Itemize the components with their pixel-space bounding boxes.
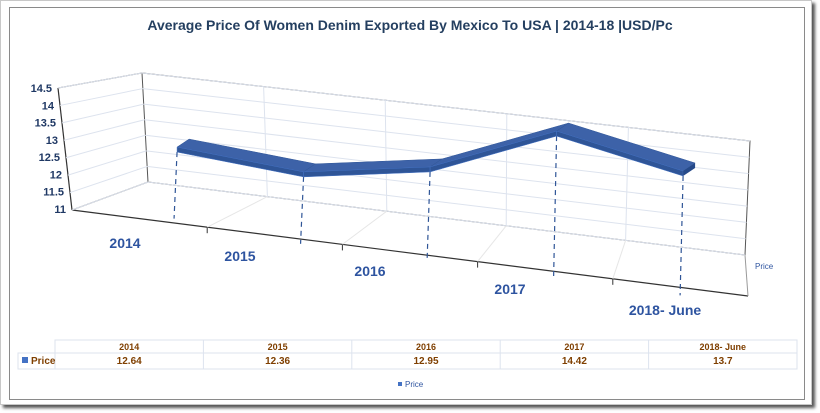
ribbon-top-segment bbox=[556, 122, 696, 172]
data-table: 2014 12.64 2015 12.36 2016 12.95 2017 14.42 2018… bbox=[17, 339, 798, 370]
table-value-cell: 12.64 bbox=[117, 356, 142, 367]
gridline-floor bbox=[342, 210, 388, 245]
y-tick-label: 11.5 bbox=[43, 187, 64, 199]
chart-title: Average Price Of Women Denim Exported By… bbox=[147, 17, 672, 33]
gridline-vertical bbox=[263, 86, 268, 197]
table-header-cell: 2016 bbox=[416, 342, 436, 352]
table-row-label: Price bbox=[31, 356, 56, 367]
gridline-side bbox=[57, 72, 143, 89]
gridline-side bbox=[71, 181, 149, 211]
gridline-back bbox=[145, 134, 748, 207]
x-tick-label: 2018- June bbox=[629, 302, 702, 318]
gridline-back bbox=[147, 165, 746, 240]
drop-line bbox=[426, 171, 431, 262]
y-tick-label: 13 bbox=[46, 135, 58, 147]
gridline-vertical bbox=[505, 113, 508, 226]
y-tick-label: 12 bbox=[50, 169, 62, 181]
y-tick-label: 11 bbox=[54, 204, 66, 216]
gridline-side bbox=[67, 150, 147, 176]
gridline-floor bbox=[477, 225, 507, 262]
y-tick-label: 14.5 bbox=[31, 83, 52, 95]
drop-line bbox=[552, 136, 558, 279]
drop-line bbox=[173, 152, 178, 219]
x-tick-label: 2016 bbox=[354, 263, 385, 279]
gridline-floor bbox=[206, 196, 268, 228]
legend-key-icon bbox=[398, 382, 402, 386]
gridline-back bbox=[147, 181, 746, 256]
gridline-side bbox=[61, 103, 144, 124]
y-tick-label: 12.5 bbox=[39, 152, 60, 164]
x-tick-label: 2014 bbox=[109, 235, 140, 251]
x-tick-label: 2015 bbox=[224, 248, 255, 264]
drop-line bbox=[679, 175, 684, 296]
y-tick-label: 13.5 bbox=[35, 118, 56, 130]
table-value-cell: 13.7 bbox=[713, 356, 733, 367]
table-value-cell: 12.36 bbox=[265, 356, 290, 367]
gridlines bbox=[57, 72, 751, 285]
y-axis-line bbox=[57, 87, 73, 211]
x-axis-line bbox=[71, 209, 749, 297]
drop-lines bbox=[173, 136, 684, 296]
drop-line bbox=[299, 176, 305, 244]
x-axis-ticks: 2014 2015 2016 2017 2018- June bbox=[109, 235, 701, 318]
table-value-row bbox=[17, 352, 798, 370]
floor-right-edge bbox=[744, 254, 749, 297]
legend: Price bbox=[398, 380, 424, 389]
gridline-back bbox=[144, 119, 748, 191]
table-header-cell: 2015 bbox=[268, 342, 288, 352]
price-ribbon-series bbox=[176, 122, 696, 178]
gridline-side bbox=[65, 134, 146, 159]
table-legend-key-icon bbox=[22, 357, 28, 363]
table-value-cell: 12.95 bbox=[413, 356, 438, 367]
table-value-cell: 14.42 bbox=[562, 356, 587, 367]
gridline-vertical bbox=[384, 100, 388, 212]
ribbon-end-cap bbox=[683, 163, 696, 177]
y-tick-label: 14 bbox=[42, 100, 55, 112]
gridline-side bbox=[63, 119, 145, 141]
x-tick-label: 2017 bbox=[494, 281, 525, 297]
gridline-side bbox=[59, 88, 143, 106]
legend-label: Price bbox=[405, 380, 424, 389]
depth-axis-label: Price bbox=[755, 262, 774, 271]
ribbon-top-segment bbox=[429, 122, 569, 168]
table-header-cell: 2017 bbox=[564, 342, 584, 352]
table-header-cell: 2018- June bbox=[700, 342, 747, 352]
table-header-cell: 2014 bbox=[119, 342, 139, 352]
gridline-back bbox=[141, 72, 751, 142]
gridline-side bbox=[69, 165, 148, 194]
gridline-floor bbox=[612, 240, 627, 279]
y-axis-ticks: 11 11.5 12 12.5 13 13.5 14 14.5 bbox=[31, 83, 66, 216]
gridline-back bbox=[142, 88, 750, 158]
